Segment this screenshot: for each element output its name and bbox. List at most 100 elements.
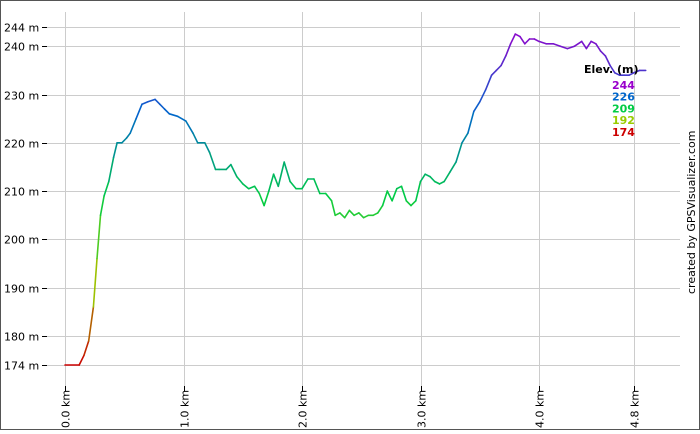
profile-segment xyxy=(163,108,171,115)
profile-segment xyxy=(495,64,502,72)
legend-entry: 226 xyxy=(612,91,635,104)
y-tick-label: 240 m xyxy=(4,41,39,54)
profile-segment xyxy=(121,137,128,144)
profile-segment xyxy=(192,132,199,144)
legend-entry: 209 xyxy=(612,102,635,115)
profile-segment xyxy=(391,187,398,202)
profile-segment xyxy=(236,175,244,185)
profile-segment xyxy=(381,190,389,207)
profile-segment xyxy=(247,185,256,190)
profile-segment xyxy=(83,340,90,357)
y-tick-label: 220 m xyxy=(4,138,39,151)
profile-segment xyxy=(410,200,417,207)
profile-segment xyxy=(141,101,149,105)
profile-segment xyxy=(519,35,526,45)
profile-segment xyxy=(313,178,321,195)
profile-segment xyxy=(185,120,194,134)
y-tick-label: 230 m xyxy=(4,90,39,103)
profile-segment xyxy=(559,45,569,50)
profile-segment xyxy=(348,209,355,217)
profile-segment xyxy=(154,98,161,105)
profile-segment xyxy=(490,69,498,76)
legend-entry: 244 xyxy=(612,79,635,92)
profile-segment xyxy=(628,72,635,76)
profile-segment xyxy=(504,42,512,57)
profile-segment xyxy=(590,40,597,45)
profile-segment xyxy=(99,195,105,217)
profile-segment xyxy=(289,180,297,190)
elevation-profile-line xyxy=(64,33,647,366)
x-tick-label: 1.0 km xyxy=(179,390,192,428)
profile-segment xyxy=(208,151,217,171)
profile-segment xyxy=(405,200,412,207)
profile-segment xyxy=(277,161,286,188)
x-axis-ticks: 0.0 km 1.0 km 2.0 km 3.0 km 4.0 km 4.8 km xyxy=(60,386,642,428)
profile-segment xyxy=(301,178,309,190)
profile-segment xyxy=(376,204,384,214)
profile-segment xyxy=(283,161,291,183)
profile-segment xyxy=(552,42,562,48)
profile-segment xyxy=(168,113,179,118)
profile-segment xyxy=(108,156,115,183)
profile-segment xyxy=(595,42,602,52)
profile-segment xyxy=(103,180,110,197)
profile-segment xyxy=(604,55,611,67)
profile-segment xyxy=(566,45,576,50)
profile-segment xyxy=(135,103,143,120)
profile-segment xyxy=(509,33,517,45)
profile-segment xyxy=(343,209,351,219)
profile-segment xyxy=(330,200,337,217)
profile-segment xyxy=(514,33,521,38)
profile-segment xyxy=(230,163,238,178)
y-tick-label: 180 m xyxy=(4,331,39,344)
y-axis-ticks: 174 m 180 m 190 m 200 m 210 m 220 m 230 m 240 m… xyxy=(4,22,47,373)
profile-segment xyxy=(358,212,365,219)
x-tick-label: 2.0 km xyxy=(297,390,310,428)
profile-segment xyxy=(159,103,166,110)
legend-entry: 192 xyxy=(612,114,635,127)
grid-lines xyxy=(45,12,680,388)
profile-segment xyxy=(533,38,540,43)
x-tick-label: 3.0 km xyxy=(416,390,429,428)
profile-segment xyxy=(472,101,481,113)
profile-segment xyxy=(585,40,592,50)
profile-segment xyxy=(467,110,475,134)
y-tick-label: 174 m xyxy=(4,360,39,373)
profile-segment xyxy=(455,142,463,163)
profile-segment xyxy=(573,40,583,48)
profile-segment xyxy=(599,50,607,57)
profile-segment xyxy=(78,354,85,366)
profile-segment xyxy=(125,132,131,139)
profile-segment xyxy=(523,38,531,45)
profile-segment xyxy=(429,175,436,183)
profile-segment xyxy=(272,173,280,188)
profile-segment xyxy=(267,173,275,192)
profile-segment xyxy=(632,69,641,74)
x-tick-label: 4.0 km xyxy=(534,390,547,428)
profile-segment xyxy=(424,173,431,178)
profile-segment xyxy=(372,212,379,217)
profile-segment xyxy=(580,40,588,50)
profile-segment xyxy=(414,180,422,202)
profile-segment xyxy=(449,161,457,173)
profile-segment xyxy=(461,132,469,144)
profile-segment xyxy=(87,306,95,342)
profile-segment xyxy=(433,180,441,185)
y-tick-label: 190 m xyxy=(4,283,39,296)
profile-segment xyxy=(400,185,408,202)
profile-segment xyxy=(112,142,118,159)
profile-segment xyxy=(538,40,547,45)
y-tick-label: 210 m xyxy=(4,186,39,199)
profile-segment xyxy=(258,192,265,207)
profile-segment xyxy=(176,115,187,122)
profile-segment xyxy=(225,163,232,171)
profile-segment xyxy=(362,214,370,219)
profile-segment xyxy=(353,212,360,217)
profile-segment xyxy=(339,212,346,219)
profile-segment xyxy=(613,72,621,76)
profile-segment xyxy=(419,173,427,183)
